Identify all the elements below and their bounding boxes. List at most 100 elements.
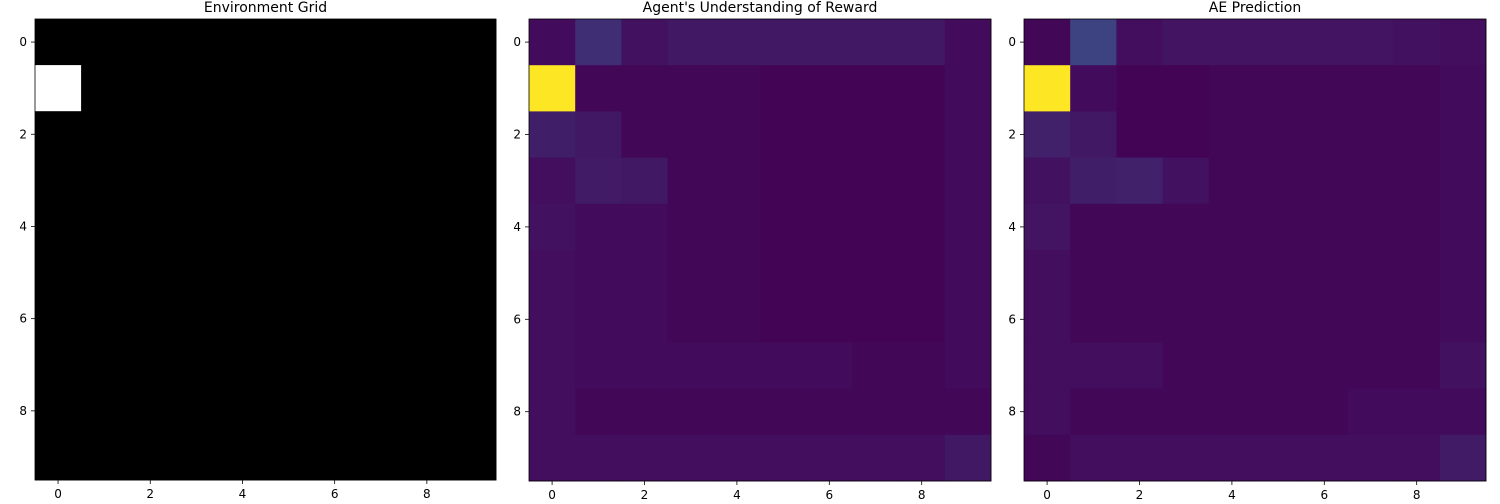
heatmap-cell [1116,157,1163,205]
heatmap-cell [1439,296,1487,343]
heatmap-cell [311,387,359,435]
axes-frame [34,18,497,481]
heatmap-cell [944,388,992,436]
heatmap-cell [1393,111,1441,158]
heatmap-cell [1347,342,1394,389]
heatmap-panel-2: Agent's Understanding of Reward 0 2 4 6 8 0 2 4 6… [513,0,992,502]
heatmap-cell [1116,65,1163,112]
heatmap-cell [357,387,405,435]
heatmap-cell [1439,434,1487,482]
heatmap-cell [806,342,853,389]
heatmap-cell [403,341,451,389]
heatmap-cell [403,111,451,158]
heatmap-cell [1162,250,1210,297]
heatmap-cell [529,157,576,205]
heatmap-cell [944,342,992,389]
heatmap-cell [265,157,312,204]
heatmap-cell [449,433,497,481]
heatmap-cell [529,342,576,389]
heatmap-cell [760,157,807,205]
heatmap-cell [1255,65,1302,112]
heatmap-cell [898,157,946,205]
heatmap-cell [127,341,174,389]
heatmap-cell [1255,203,1302,251]
heatmap-cell [265,203,312,250]
heatmap-cell [944,65,992,112]
heatmap-cell [35,203,82,250]
heatmap-cell [311,249,359,296]
x-tick-label: 0 [54,487,62,500]
heatmap-cell [219,203,266,250]
heatmap-cell [898,296,946,343]
y-tick-label: 0 [19,35,27,49]
heatmap-cell [1347,65,1394,112]
heatmap-cell [1208,157,1256,205]
heatmap-cell [173,295,220,343]
heatmap-cell [575,65,622,112]
heatmap-cell [575,434,622,482]
heatmap-cell [1439,111,1487,158]
heatmap-cell [1255,296,1302,343]
heatmap-cell [265,19,312,66]
y-tick-label: 4 [513,220,521,234]
heatmap-cell [575,157,622,205]
heatmap-cell [806,157,853,205]
heatmap-cell [173,19,220,66]
heatmap-cell [713,250,761,297]
heatmap-cell [1439,203,1487,251]
heatmap-cell [713,65,761,112]
heatmap-cell [667,19,715,66]
heatmap-cell [1255,250,1302,297]
heatmap-cell [806,434,853,482]
heatmap-cell [1439,65,1487,112]
heatmap-cell [713,157,761,205]
heatmap-cell [1393,296,1441,343]
heatmap-cell [357,433,405,481]
heatmap-cell [898,434,946,482]
heatmap-cell [127,19,174,66]
heatmap-cell [1393,65,1441,112]
heatmap-cell [449,111,497,158]
heatmap-cell [403,295,451,343]
heatmap-cell [852,157,899,205]
x-tick-label: 4 [1228,488,1236,500]
heatmap-cell [173,157,220,204]
x-tick-label: 4 [239,487,247,500]
heatmap-panel-3: AE Prediction 0 2 4 6 8 0 2 4 6 8 [1008,0,1487,502]
heatmap-cell [1070,157,1117,205]
heatmap-cell [1393,19,1441,66]
heatmap-cell [265,65,312,112]
heatmap-cell [265,111,312,158]
heatmap-cell [357,157,405,204]
heatmap-cell [1347,250,1394,297]
heatmap-cell [667,65,715,112]
heatmap-cell [852,19,899,66]
heatmap-cell [1162,19,1210,66]
heatmap-cell [713,203,761,251]
heatmap-cell [1301,434,1348,482]
heatmap-cell [311,203,359,250]
heatmap-cell [449,295,497,343]
heatmap-cell [1301,65,1348,112]
heatmap-cell [1393,434,1441,482]
heatmap-cell [449,387,497,435]
heatmap-cell [529,111,576,158]
heatmap-cell [311,157,359,204]
heatmap-cell [35,387,82,435]
heatmap-cell [219,433,266,481]
x-tick-label: 2 [1136,488,1144,500]
heatmap-cell [852,250,899,297]
heatmap-cell [852,111,899,158]
heatmap-cell [529,250,576,297]
heatmap-cell [127,295,174,343]
heatmap-cell [127,65,174,112]
heatmap-cell [219,65,266,112]
heatmap-cell [1208,65,1256,112]
heatmap-cell [173,433,220,481]
heatmap-cell [127,249,174,296]
heatmap-cell [575,296,622,343]
heatmap-cell [621,19,668,66]
y-tick-label: 8 [1008,405,1016,419]
heatmap-cell [265,387,312,435]
heatmap-cell [1162,296,1210,343]
